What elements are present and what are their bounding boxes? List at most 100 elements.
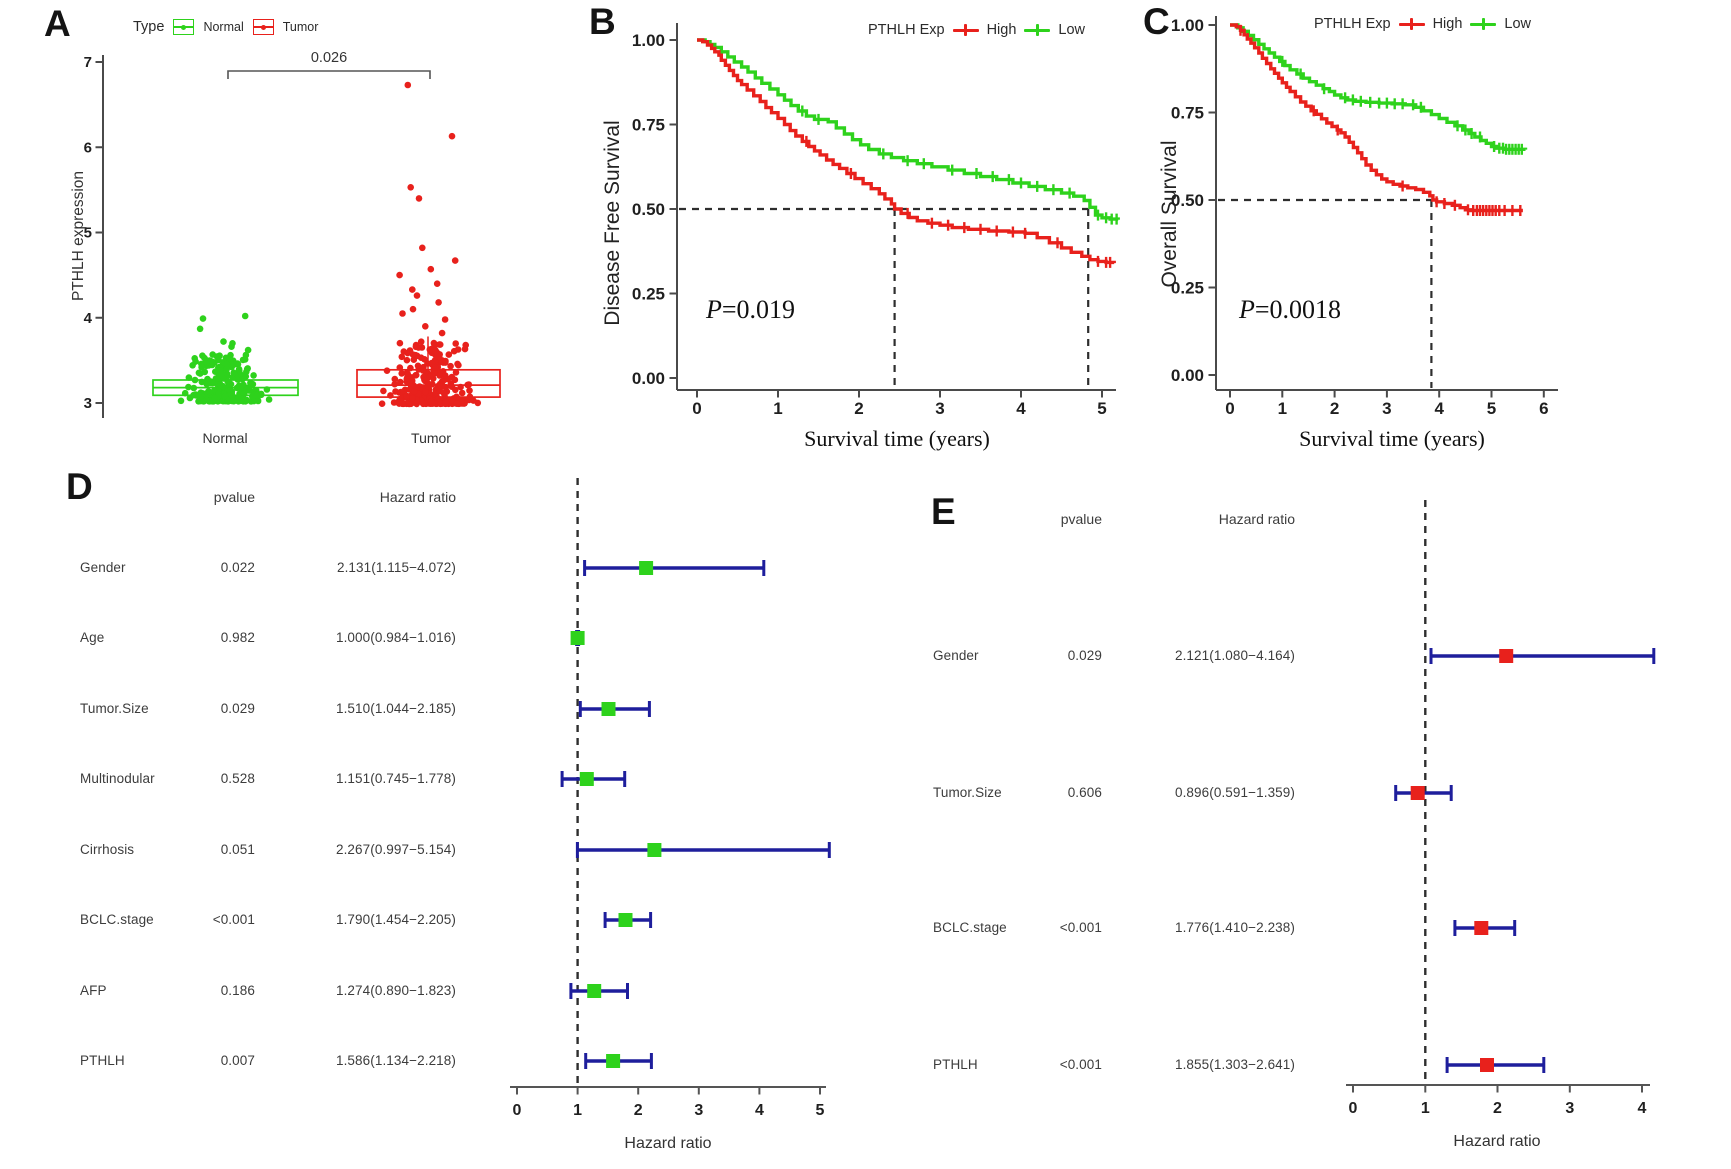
panel-e: 0 1 2 3 4 [1346,500,1656,1117]
tick-label: 0.00 [632,369,665,388]
tick-label: 5 [1487,399,1496,418]
tick-label: 2 [854,399,863,418]
point [230,369,238,377]
point [461,345,469,353]
forest-row-multinodular [560,771,627,787]
legend-item-normal: Normal [203,20,244,34]
point [397,378,404,386]
point [453,393,460,401]
significance-bracket [227,70,431,79]
tick-label: 0.25 [632,285,665,304]
point [208,358,216,365]
hr-marker [587,984,602,998]
significance-value: 0.026 [310,50,348,66]
outlier-point [196,325,204,333]
point [211,394,219,402]
forest-row-label: Multinodular [80,771,155,786]
point [410,388,418,395]
outlier-point [451,257,459,264]
point [464,381,471,389]
point [177,397,185,405]
panel-a: 3 4 5 6 7 [84,54,501,418]
point [206,388,213,396]
point [230,361,238,369]
point [426,373,434,380]
legend-item-low: Low [1504,16,1531,32]
forest-row-hr: 1.000(0.984−1.016) [335,630,456,645]
panel-c-label: C [1143,1,1170,42]
legend-item-high: High [1432,16,1463,32]
point [221,392,229,400]
forest-row-age [570,630,585,646]
point [454,360,461,368]
tick-label: 4 [84,310,93,327]
hr-marker [1410,786,1425,800]
pvalue-b: P=0.019 [706,295,795,325]
tick-label: 3 [694,1102,703,1119]
high-km-icon [1398,16,1425,32]
point [419,400,427,408]
point [181,389,189,397]
point [466,387,473,394]
forest-row-pvalue: 0.051 [220,842,255,857]
point [243,385,251,393]
forest-row-label: PTHLH [933,1057,978,1072]
point [380,387,387,395]
forest-row-label: AFP [80,983,107,998]
forest-row-gender [1429,648,1656,664]
forest-row-hr: 1.510(1.044−2.185) [335,701,456,716]
forest-row-label: Gender [933,648,979,663]
forest-row-hr: 2.121(1.080−4.164) [1174,648,1295,663]
legend-title: PTHLH Exp [868,22,945,38]
tick-label: 1 [1421,1100,1430,1117]
forest-row-hr: 1.776(1.410−2.238) [1174,920,1295,935]
point [408,377,416,385]
point [191,355,198,362]
point [197,394,204,401]
forest-row-label: Tumor.Size [80,701,149,716]
tick-label: 0.00 [1171,366,1204,385]
hr-marker [579,772,594,786]
tick-label: 0.75 [1171,104,1204,123]
outlier-point [241,312,249,320]
panel-e-label: E [931,491,956,532]
outlier-point [413,292,421,299]
forest-row-pthlh [584,1053,653,1069]
tick-label: 3 [1382,399,1391,418]
forest-row-hr: 1.586(1.134−2.218) [335,1053,456,1068]
point [396,400,403,407]
type-legend: Type Normal Tumor [133,19,318,35]
hr-marker [1480,1058,1494,1072]
panel-b-label: B [589,1,616,42]
point [414,362,422,370]
point [403,356,411,364]
tick-label: 0 [513,1102,522,1119]
forest-row-bclc.stage [1453,920,1517,936]
category-label-tumor: Tumor [411,430,451,446]
forest-d-xlabel: Hazard ratio [624,1135,712,1152]
point [412,371,420,379]
forest-d-header-hazard: Hazard ratio [379,489,456,505]
tick-label: 3 [84,395,92,412]
tumor-boxplot-icon [252,19,274,35]
point [253,392,261,399]
point [436,387,444,395]
point [441,383,449,391]
outlier-point [435,299,442,306]
outlier-point [199,315,207,322]
censor-ticks-high [1239,24,1522,216]
point [445,351,453,358]
point [421,356,428,363]
forest-row-hr: 2.267(0.997−5.154) [335,842,456,857]
point [451,376,459,384]
tick-label: 0 [1349,1100,1358,1117]
point [223,360,230,368]
outlier-point [427,265,435,273]
point [409,394,416,402]
point [198,363,205,371]
low-km-icon [1024,22,1051,38]
point [195,369,203,377]
point [453,400,461,408]
